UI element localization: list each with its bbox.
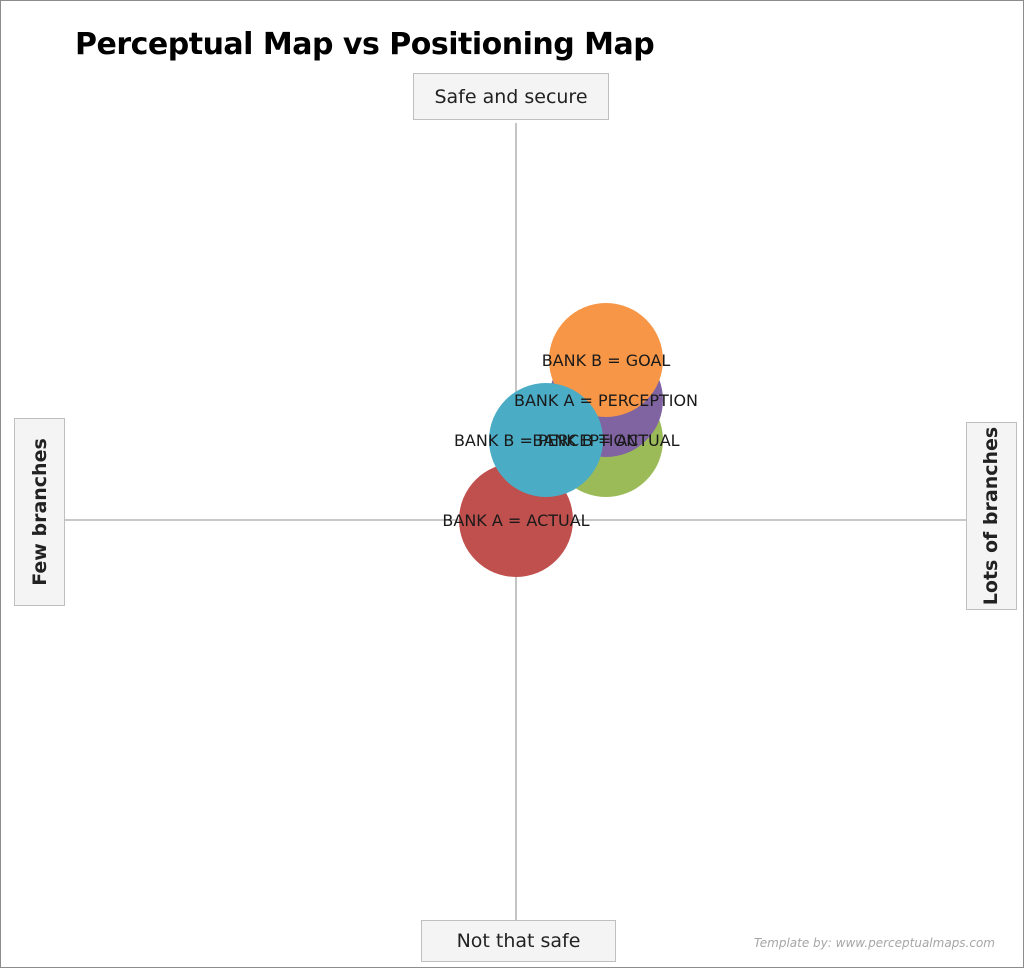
- bubble-layer: BANK A = ACTUAL BANK B = ACTUAL BANK A = P…: [442, 303, 698, 577]
- axis-label-right: Lots of branches: [966, 422, 1017, 610]
- bubble-label-2: BANK A = PERCEPTION: [514, 391, 698, 410]
- bubble-label-1: BANK B = ACTUAL: [532, 431, 679, 450]
- axis-label-left-text: Few branches: [28, 438, 51, 586]
- axis-label-bottom-text: Not that safe: [456, 930, 581, 952]
- chart-title: Perceptual Map vs Positioning Map: [75, 27, 655, 62]
- axis-label-top-text: Safe and secure: [434, 85, 588, 108]
- axis-label-bottom: Not that safe: [421, 920, 616, 962]
- template-credit: Template by: www.perceptualmaps.com: [753, 936, 995, 950]
- bubble-3: [549, 303, 663, 417]
- axis-label-right-text: Lots of branches: [980, 426, 1003, 606]
- bubble-4: [489, 383, 603, 497]
- bubble-label-3: BANK B = GOAL: [542, 351, 671, 370]
- bubble-label-4: BANK B = PERCEPTION: [454, 431, 638, 450]
- axis-label-left: Few branches: [14, 418, 65, 606]
- bubble-label-0: BANK A = ACTUAL: [442, 511, 589, 530]
- axis-label-top: Safe and secure: [413, 73, 609, 120]
